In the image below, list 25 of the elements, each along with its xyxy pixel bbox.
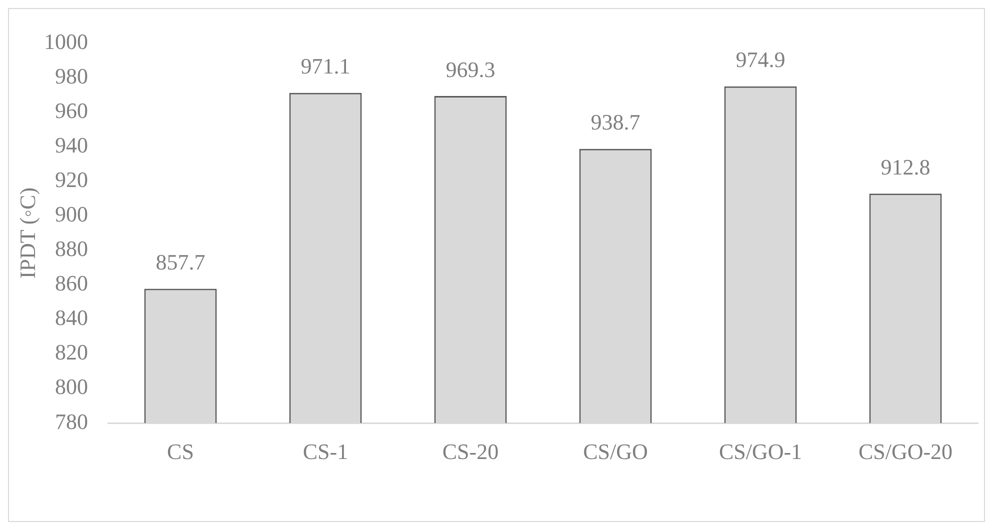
x-tick-label: CS-1 [302,438,348,464]
y-tick-label: 860 [55,270,88,296]
x-tick-label: CS/GO-1 [718,438,802,464]
y-tick-label: 800 [55,374,88,400]
y-tick-label: 980 [55,63,88,88]
y-tick-label: 900 [55,202,88,227]
y-tick-label: 1000 [44,28,88,54]
y-tick-label: 880 [55,236,88,262]
data-label: 971.1 [300,54,350,79]
x-tick-label: CS/GO-20 [858,438,953,464]
y-axis-title: IPDT (◦C) [14,187,40,279]
y-tick-label: 920 [55,166,88,192]
y-tick-label: 940 [55,132,88,158]
x-tick-label: CS/GO [583,438,648,464]
data-label: 974.9 [736,47,786,72]
y-tick-label: 840 [55,305,88,330]
data-label: 938.7 [590,110,640,135]
y-tick-label: 780 [55,408,88,434]
data-label: 912.8 [880,154,930,180]
y-tick-label: 960 [55,98,88,123]
data-label: 857.7 [156,250,206,275]
data-label: 969.3 [446,56,496,82]
y-tick-label: 820 [55,340,88,365]
x-tick-label: CS-20 [442,438,499,464]
x-tick-label: CS [167,438,194,464]
